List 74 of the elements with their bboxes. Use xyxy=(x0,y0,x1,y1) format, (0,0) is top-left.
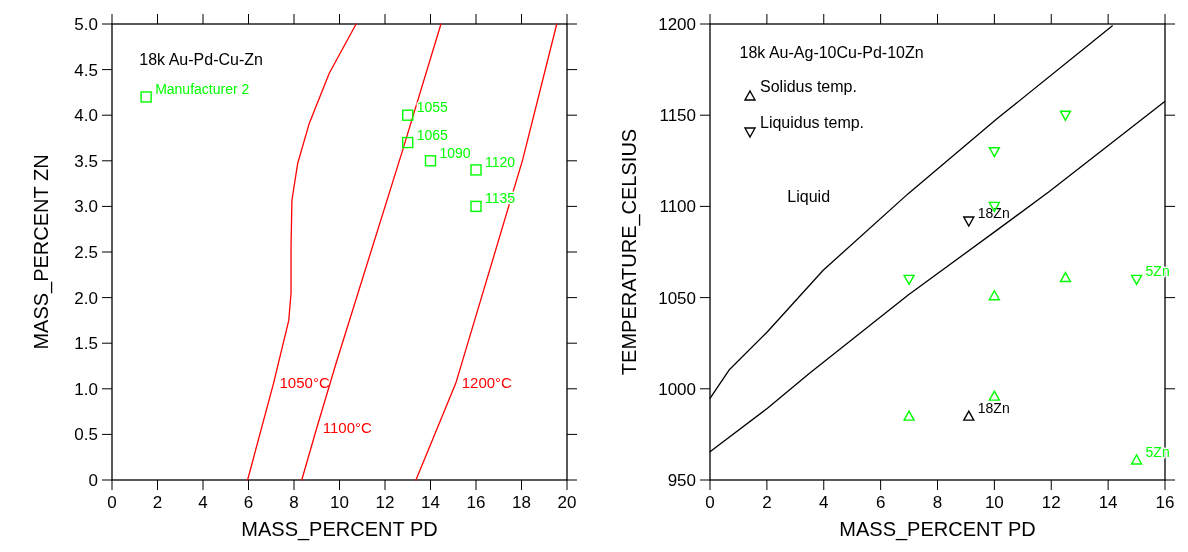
x-tick-label: 14 xyxy=(421,493,440,512)
point xyxy=(988,390,1001,401)
line-series xyxy=(415,23,558,481)
y-tick-label: 1.0 xyxy=(74,379,98,399)
x-tick-label: 8 xyxy=(289,493,299,512)
legend-label: Liquidus temp. xyxy=(760,114,865,131)
x-tick-label: 4 xyxy=(198,493,208,512)
x-tick-label: 12 xyxy=(1041,493,1061,512)
x-tick-label: 16 xyxy=(466,493,486,512)
x-axis-title: MASS_PERCENT PD xyxy=(839,518,1036,541)
y-tick-label: 1150 xyxy=(659,106,696,126)
point xyxy=(470,200,482,213)
x-axis-title: MASS_PERCENT PD xyxy=(241,518,438,541)
x-tick-label: 2 xyxy=(152,493,163,512)
x-tick-label: 4 xyxy=(819,493,829,512)
annotation: 18k Au-Pd-Cu-Zn xyxy=(139,51,263,69)
x-tick-label: 18 xyxy=(512,493,531,512)
annotation: 1055 xyxy=(416,99,449,116)
y-tick-label: 3.0 xyxy=(74,197,98,217)
point xyxy=(903,274,915,286)
x-tick-label: 12 xyxy=(375,493,395,512)
y-tick-label: 950 xyxy=(667,471,696,490)
point xyxy=(988,290,1001,301)
x-tick-label: 6 xyxy=(243,493,254,512)
legend-label: Solidus temp. xyxy=(760,78,857,95)
x-tick-label: 10 xyxy=(984,493,1004,512)
y-tick-label: 4.5 xyxy=(74,60,98,80)
x-tick-label: 14 xyxy=(1098,493,1118,512)
annotation: 18k Au-Ag-10Cu-Pd-10Zn xyxy=(739,44,924,62)
y-tick-label: 2.0 xyxy=(74,288,98,308)
y-tick-label: 2.5 xyxy=(74,243,98,262)
x-tick-label: 0 xyxy=(705,493,715,512)
x-tick-label: 0 xyxy=(107,493,117,512)
series-label: 1100°C xyxy=(322,419,372,437)
series-label: 1050°C xyxy=(279,374,330,392)
x-tick-label: 16 xyxy=(1155,493,1175,512)
y-tick-label: 1050 xyxy=(658,288,696,308)
y-tick-label: 3.5 xyxy=(74,151,98,171)
point xyxy=(1130,274,1143,286)
point xyxy=(963,216,975,227)
x-tick-label: 8 xyxy=(932,493,943,512)
y-tick-label: 0 xyxy=(88,471,98,490)
x-tick-label: 6 xyxy=(875,493,886,512)
x-tick-label: 20 xyxy=(557,493,577,512)
point xyxy=(402,136,414,149)
annotation: 1090 xyxy=(439,144,471,161)
y-tick-label: 1100 xyxy=(659,197,696,217)
point xyxy=(424,155,437,167)
y-axis-title: MASS_PERCENT ZN xyxy=(30,154,53,350)
point xyxy=(470,164,482,176)
x-tick-label: 2 xyxy=(762,493,772,512)
point xyxy=(988,146,1001,158)
y-axis-title: TEMPERATURE_CELSIUS xyxy=(618,128,641,376)
annotation: 1065 xyxy=(416,126,449,143)
y-tick-label: 1.5 xyxy=(74,334,98,354)
series-label: 1200°C xyxy=(461,374,513,392)
annotation: Manufacturer 2 xyxy=(155,80,250,97)
point xyxy=(402,109,414,121)
point xyxy=(903,410,915,421)
y-tick-label: 0.5 xyxy=(74,425,98,445)
point xyxy=(1059,271,1072,283)
x-tick-label: 10 xyxy=(330,493,349,512)
point xyxy=(1059,110,1072,121)
point xyxy=(963,410,975,421)
annotation: Liquid xyxy=(787,187,831,205)
annotation: 1120 xyxy=(485,153,516,170)
annotation: 18Zn xyxy=(977,204,1010,221)
y-tick-label: 4.0 xyxy=(74,106,98,126)
point xyxy=(1130,454,1143,465)
y-tick-label: 5.0 xyxy=(74,15,98,34)
y-tick-label: 1200 xyxy=(658,15,696,34)
y-tick-label: 1000 xyxy=(658,379,696,399)
point xyxy=(140,91,152,103)
annotation: 18Zn xyxy=(977,400,1010,417)
